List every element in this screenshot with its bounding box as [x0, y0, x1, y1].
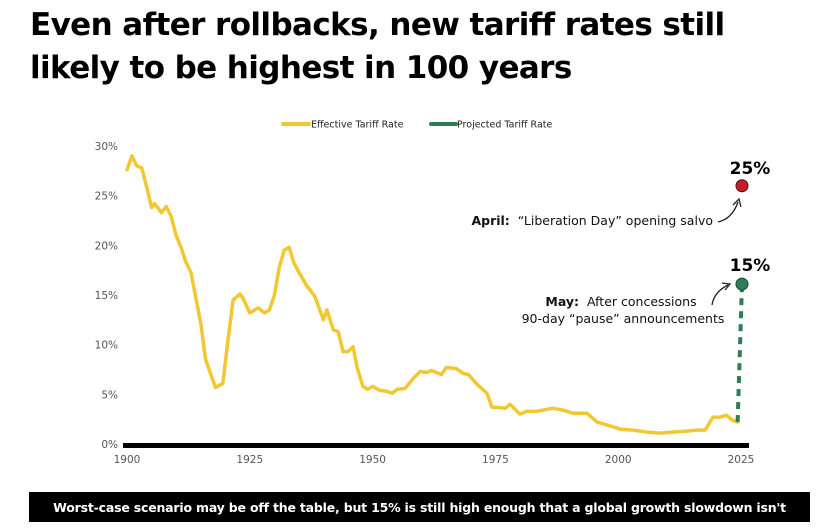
annotation-may-line-1: May: After concessions	[545, 294, 696, 309]
x-axis: 1900 1925 1950 1975 2000 2025	[114, 454, 755, 466]
y-tick-label: 5%	[101, 389, 118, 401]
series-projected-line	[735, 284, 744, 423]
annotation-may: 15% May: After concessions 90-day “pause…	[522, 256, 771, 326]
x-tick-label: 1950	[359, 454, 386, 466]
legend-label-effective: Effective Tariff Rate	[311, 120, 404, 131]
y-tick-label: 25%	[95, 191, 118, 203]
annotation-may-dot	[735, 277, 749, 291]
annotation-april-arrow	[717, 201, 739, 223]
x-axis-line	[123, 443, 749, 448]
x-tick-label: 2025	[728, 454, 755, 466]
annotation-april: 25% April: “Liberation Day” opening salv…	[471, 159, 770, 228]
annotation-april-label: April: “Liberation Day” opening salvo	[471, 213, 713, 228]
annotation-may-label-text-1: After concessions	[587, 294, 697, 309]
annotation-april-arrowhead	[732, 197, 742, 208]
series-effective-line	[125, 154, 740, 435]
annotation-may-value: 15%	[730, 256, 771, 276]
footer-banner: Worst-case scenario may be off the table…	[29, 492, 810, 522]
annotation-may-arrowhead	[721, 282, 732, 291]
y-tick-label: 30%	[95, 141, 118, 153]
annotation-april-label-text: “Liberation Day” opening salvo	[518, 213, 713, 228]
y-tick-label: 10%	[95, 340, 118, 352]
legend: Effective Tariff Rate Projected Tariff R…	[281, 120, 552, 131]
y-axis: 0% 5% 10% 15% 20% 25% 30%	[95, 141, 118, 451]
x-tick-label: 1975	[482, 454, 509, 466]
chart-title-line-1: Even after rollbacks, new tariff rates s…	[30, 7, 725, 43]
series-layer	[125, 154, 749, 435]
tariff-chart: Effective Tariff Rate Projected Tariff R…	[95, 120, 771, 467]
x-tick-label: 2000	[605, 454, 632, 466]
y-tick-label: 15%	[95, 290, 118, 302]
annotation-april-dot	[735, 179, 749, 193]
x-tick-label: 1925	[236, 454, 263, 466]
annotation-april-label-bold: April:	[471, 213, 509, 228]
x-tick-label: 1900	[114, 454, 141, 466]
y-tick-label: 0%	[101, 439, 118, 451]
chart-title-line-2: likely to be highest in 100 years	[30, 50, 572, 86]
annotation-may-arrow	[711, 284, 729, 306]
y-tick-label: 20%	[95, 240, 118, 252]
legend-label-projected: Projected Tariff Rate	[457, 120, 552, 131]
chart-title: Even after rollbacks, new tariff rates s…	[30, 4, 820, 90]
annotation-april-value: 25%	[730, 159, 771, 179]
annotation-may-label-bold: May:	[545, 294, 579, 309]
annotation-may-line-2: 90-day “pause” announcements	[522, 311, 725, 326]
